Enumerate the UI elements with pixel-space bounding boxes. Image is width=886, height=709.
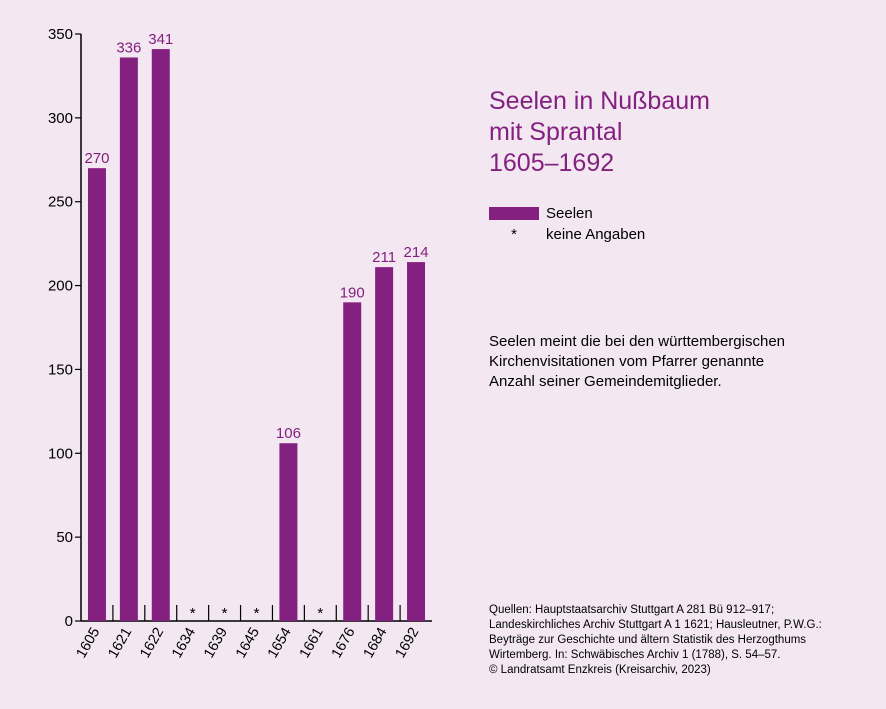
x-tick-label-1621: 1621 (105, 625, 135, 661)
no-data-marker-1639: * (222, 605, 228, 622)
y-tick-label: 350 (48, 26, 73, 43)
no-data-marker-1661: * (317, 605, 323, 622)
x-tick-label-1622: 1622 (137, 625, 167, 661)
sources-line-1: Quellen: Hauptstaatsarchiv Stuttgart A 2… (489, 604, 775, 616)
bar-1605 (87, 168, 106, 621)
sources-block: Quellen: Hauptstaatsarchiv Stuttgart A 2… (489, 603, 879, 678)
bar-1622 (151, 49, 170, 621)
data-label-1621: 336 (116, 39, 141, 56)
note-line-2: Kirchenvisitationen vom Pfarrer genannte (489, 353, 765, 370)
sources-line-5: © Landratsamt Enzkreis (Kreisarchiv, 202… (489, 664, 711, 676)
data-label-1676: 190 (340, 284, 365, 301)
x-tick-label-1605: 1605 (73, 625, 103, 661)
chart-title-line-2: mit Sprantal (489, 118, 623, 146)
bar-1692 (407, 262, 426, 621)
x-tick-label-1654: 1654 (265, 625, 295, 661)
x-tick-label-1661: 1661 (297, 625, 327, 661)
y-tick-label: 200 (48, 278, 73, 295)
note-line-1: Seelen meint die bei den württembergisch… (489, 333, 786, 350)
chart-title-line-3: 1605–1692 (489, 149, 615, 177)
bar-1684 (375, 267, 394, 621)
chart-title: Seelen in Nußbaum mit Sprantal 1605–1692 (489, 86, 710, 179)
legend-symbol-star: * (511, 226, 517, 243)
no-data-marker-1634: * (190, 605, 196, 622)
note-line-3: Anzahl seiner Gemeindemitglieder. (489, 373, 722, 390)
legend-swatch-bar (489, 207, 539, 220)
sources-line-4: Wirtemberg. In: Schwäbisches Archiv 1 (1… (489, 649, 781, 661)
sources-line-3: Beyträge zur Geschichte und ältern Stati… (489, 634, 807, 646)
x-tick-label-1676: 1676 (329, 625, 359, 661)
no-data-marker-1645: * (254, 605, 260, 622)
data-label-1622: 341 (148, 31, 173, 48)
y-tick-label: 250 (48, 194, 73, 211)
bar-1621 (119, 57, 138, 622)
y-tick-label: 0 (65, 613, 73, 630)
data-label-1684: 211 (372, 249, 396, 266)
explanatory-note: Seelen meint die bei den württembergisch… (489, 332, 849, 392)
legend-label-no-data: keine Angaben (546, 226, 646, 243)
sources-line-2: Landeskirchliches Archiv Stuttgart A 1 1… (489, 619, 822, 631)
legend-item-seelen: Seelen (489, 203, 645, 224)
y-tick-label: 300 (48, 110, 73, 127)
bar-1654 (279, 443, 298, 621)
x-tick-label-1692: 1692 (393, 625, 423, 661)
legend-label-seelen: Seelen (546, 205, 593, 222)
x-tick-label-1684: 1684 (361, 625, 391, 661)
x-tick-label-1639: 1639 (201, 625, 231, 661)
legend: Seelen * keine Angaben (489, 203, 645, 245)
data-label-1654: 106 (276, 425, 301, 442)
legend-item-no-data: * keine Angaben (489, 224, 645, 245)
chart-title-line-1: Seelen in Nußbaum (489, 87, 710, 115)
data-label-1605: 270 (84, 150, 109, 167)
y-tick-label: 150 (48, 361, 73, 378)
x-tick-label-1645: 1645 (233, 625, 263, 661)
y-tick-label: 100 (48, 445, 73, 462)
y-tick-label: 50 (56, 529, 73, 546)
data-label-1692: 214 (404, 244, 429, 261)
bar-1676 (343, 302, 362, 621)
x-tick-label-1634: 1634 (169, 625, 199, 661)
